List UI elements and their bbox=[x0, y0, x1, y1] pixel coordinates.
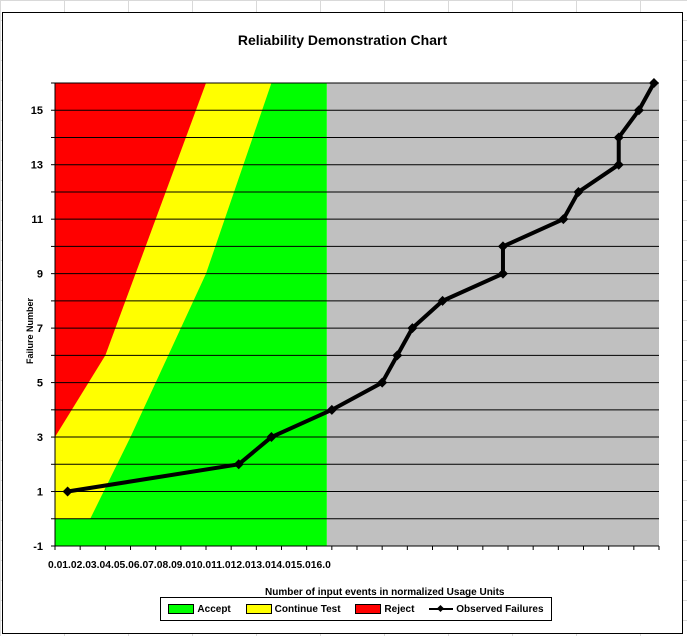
observed-failures-point bbox=[613, 132, 624, 143]
y-tick-label: 13 bbox=[31, 160, 43, 172]
y-tick-label: 5 bbox=[37, 378, 43, 390]
observed-failures-point bbox=[558, 214, 569, 225]
legend[interactable]: Accept Continue Test Reject Observed Fai… bbox=[160, 597, 552, 621]
legend-item-accept: Accept bbox=[168, 603, 231, 615]
legend-item-observed-failures: Observed Failures bbox=[429, 603, 544, 615]
legend-swatch-accept bbox=[168, 604, 195, 614]
y-tick-label: 7 bbox=[37, 323, 43, 335]
legend-swatch-continue-test bbox=[245, 604, 272, 614]
observed-failures-point bbox=[392, 350, 403, 361]
observed-failures-point bbox=[613, 159, 624, 170]
observed-failures-point bbox=[233, 459, 244, 470]
y-tick-label: 15 bbox=[31, 105, 43, 117]
observed-failures-point bbox=[266, 432, 277, 443]
observed-failures-point bbox=[573, 186, 584, 197]
regions-layer bbox=[55, 83, 659, 546]
observed-failures-point bbox=[497, 268, 508, 279]
y-tick-label: 11 bbox=[31, 214, 43, 226]
observed-failures-point bbox=[326, 404, 337, 415]
legend-swatch-observed-failures bbox=[429, 605, 454, 613]
observed-failures-line bbox=[67, 82, 656, 494]
legend-item-reject: Reject bbox=[355, 604, 414, 615]
grid-layer bbox=[55, 82, 659, 520]
legend-label-accept: Accept bbox=[197, 603, 231, 615]
legend-label-observed-failures: Observed Failures bbox=[456, 603, 544, 615]
y-tick-label: 9 bbox=[37, 269, 43, 281]
legend-swatch-reject bbox=[355, 604, 382, 614]
axis-layer: -1135791113150.01.02.03.04.05.06.07.08.0… bbox=[31, 82, 660, 571]
region-reject bbox=[55, 83, 206, 438]
legend-label-reject: Reject bbox=[384, 603, 415, 615]
observed-failures-point bbox=[377, 377, 388, 388]
y-tick-label: -1 bbox=[33, 541, 43, 553]
x-tick-labels: 0.01.02.03.04.05.06.07.08.09.010.011.012… bbox=[48, 560, 331, 571]
y-tick-label: 1 bbox=[37, 487, 43, 499]
legend-label-continue-test: Continue Test bbox=[274, 603, 341, 615]
observed-failures-point bbox=[497, 241, 508, 252]
x-axis-title: Number of input events in normalized Usa… bbox=[265, 587, 505, 598]
observed-failures-point bbox=[437, 295, 448, 306]
series-layer bbox=[62, 78, 659, 497]
chart-title: Reliability Demonstration Chart bbox=[237, 32, 448, 48]
legend-item-continue-test: Continue Test bbox=[245, 603, 341, 615]
observed-failures-point bbox=[648, 78, 659, 88]
observed-failures-point bbox=[407, 323, 418, 334]
observed-failures-point bbox=[633, 105, 644, 116]
region-beyond bbox=[326, 83, 659, 546]
observed-failures-point bbox=[62, 486, 73, 497]
y-tick-label: 3 bbox=[37, 432, 43, 444]
